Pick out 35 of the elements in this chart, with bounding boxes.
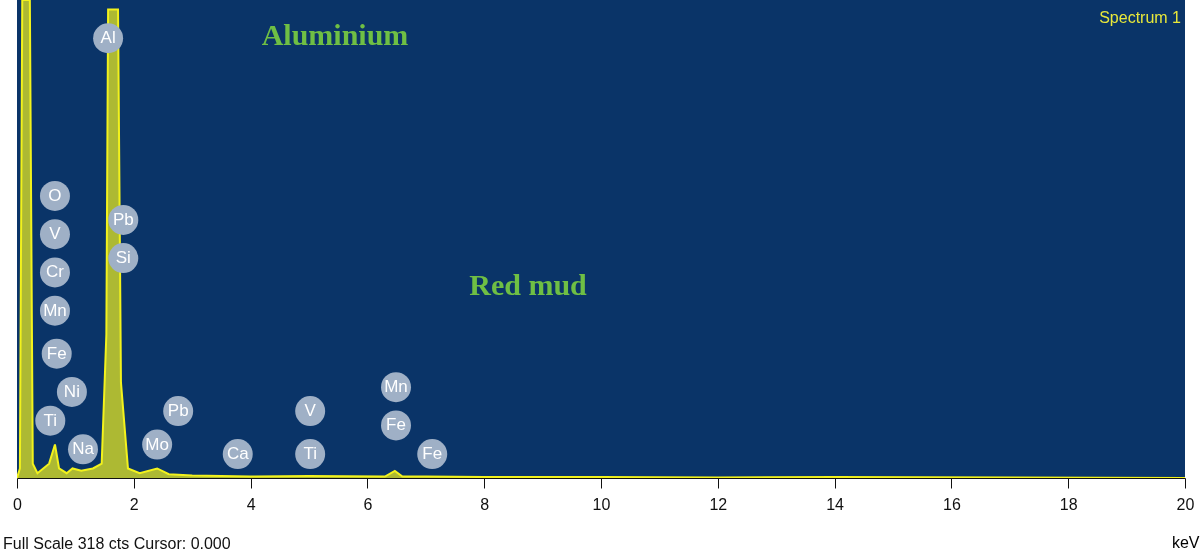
annotation: Cr [45,262,65,282]
x-tick-label: 18 [1059,495,1078,513]
x-tick-label: 16 [943,495,961,513]
annotation: Ti [43,410,58,430]
annotation: Ti [303,444,317,464]
x-axis-title: keV [1171,533,1200,551]
annotation: Pb [167,401,189,421]
annotation: Na [72,439,95,459]
annotation: V [304,401,317,421]
x-tick-label: 4 [246,495,256,513]
annotation: Si [115,248,131,268]
x-tick-label: 20 [1176,495,1195,513]
x-tick-label: 2 [129,495,139,513]
text: Full Scale 318 cts Cursor: 0.000 [3,535,231,552]
x-tick-label: 0 [13,495,23,513]
x-tick-label: 8 [480,495,490,513]
annotation: Mn [384,377,408,397]
x-tick-label: 6 [363,495,373,513]
annotation: Ni [63,381,80,401]
x-tick-label: 12 [709,495,728,513]
annotation: O [48,185,62,205]
x-tick-label: 14 [826,495,845,513]
annotation: Mn [43,300,67,320]
annotation: Fe [386,415,406,435]
annotation: Mo [145,434,169,454]
annotation: Red mud [469,268,588,301]
x-tick-label: 10 [592,495,611,513]
annotation: Al [100,28,116,48]
annotation: Pb [112,209,134,229]
annotation: Fe [46,343,67,363]
annotation: Fe [422,444,443,464]
annotation: Ca [226,444,250,464]
annotation: Spectrum 1 [1099,9,1182,26]
annotation: Aluminium [261,18,409,51]
annotation: V [49,224,62,244]
